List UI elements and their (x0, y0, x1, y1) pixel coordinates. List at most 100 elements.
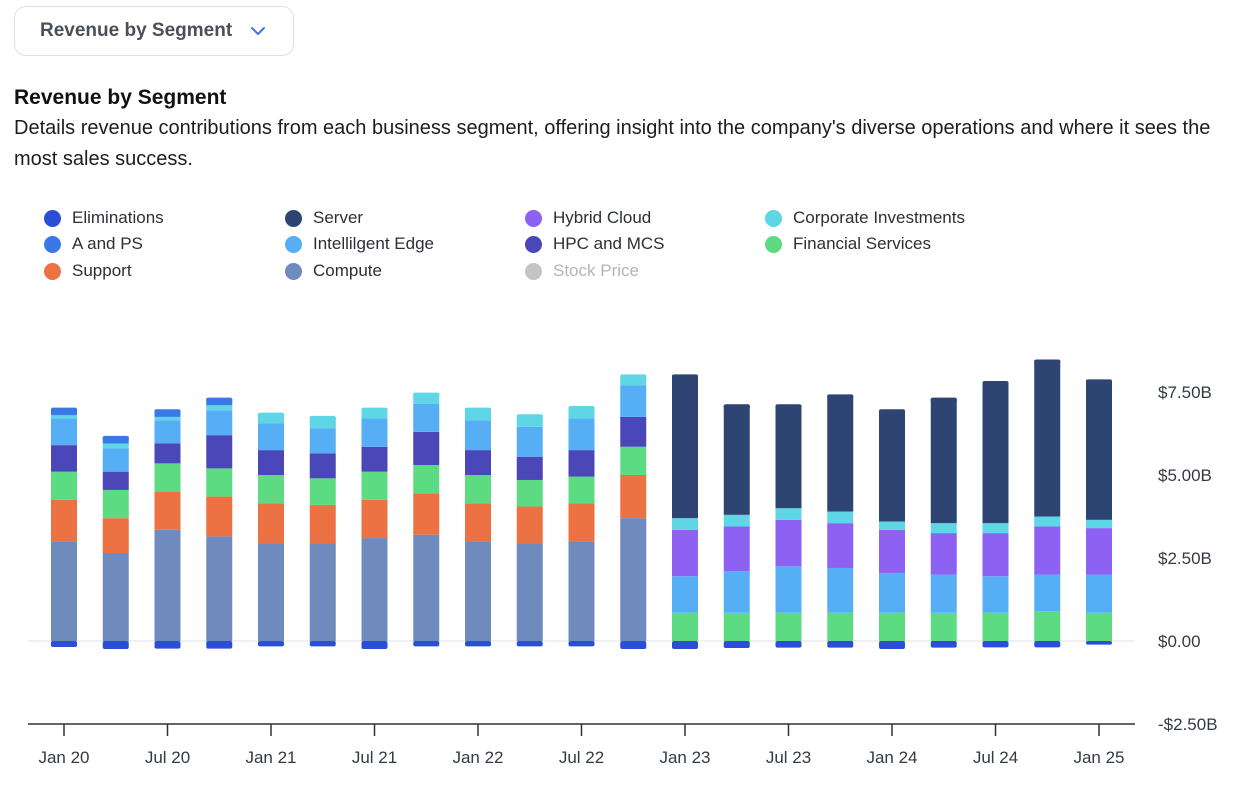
bar-segment-eliminations[interactable] (465, 641, 491, 647)
legend-item-stock-price[interactable]: Stock Price (525, 259, 639, 283)
bar-segment-compute[interactable] (361, 538, 388, 641)
bar-segment-intellilgent-edge[interactable] (413, 403, 440, 432)
bar-segment-eliminations[interactable] (620, 641, 647, 649)
bar-stack-apr-22[interactable] (516, 414, 543, 647)
bar-segment-server[interactable] (723, 405, 750, 515)
legend-item-corporate-investments[interactable]: Corporate Investments (765, 206, 965, 230)
bar-segment-financial-services[interactable] (672, 612, 698, 641)
bar-segment-support[interactable] (154, 491, 181, 530)
bar-segment-compute[interactable] (568, 541, 595, 641)
bar-segment-financial-services[interactable] (568, 476, 595, 504)
bar-segment-eliminations[interactable] (102, 641, 129, 649)
bar-stack-jul-21[interactable] (361, 407, 388, 649)
bar-stack-jul-23[interactable] (775, 404, 802, 648)
bar-segment-intellilgent-edge[interactable] (672, 576, 698, 613)
bar-segment-support[interactable] (51, 499, 77, 542)
bar-stack-jul-22[interactable] (568, 405, 595, 647)
bar-segment-financial-services[interactable] (982, 612, 1009, 641)
bar-segment-server[interactable] (1086, 380, 1112, 520)
bar-segment-financial-services[interactable] (723, 612, 750, 641)
legend-item-compute[interactable]: Compute (285, 259, 382, 283)
bar-segment-eliminations[interactable] (361, 641, 388, 649)
bar-segment-eliminations[interactable] (930, 641, 957, 648)
bar-segment-compute[interactable] (516, 543, 543, 641)
legend-item-intellilgent-edge[interactable]: Intellilgent Edge (285, 232, 434, 256)
bar-stack-oct-20[interactable] (206, 397, 233, 649)
bar-segment-financial-services[interactable] (465, 475, 491, 504)
bar-segment-compute[interactable] (102, 553, 129, 641)
bar-segment-corporate-investments[interactable] (154, 416, 181, 421)
bar-segment-server[interactable] (775, 405, 802, 509)
bar-segment-hpc-and-mcs[interactable] (206, 435, 233, 469)
bar-segment-eliminations[interactable] (827, 641, 854, 648)
bar-segment-corporate-investments[interactable] (1086, 519, 1112, 529)
bar-segment-eliminations[interactable] (516, 641, 543, 647)
legend-item-hybrid-cloud[interactable]: Hybrid Cloud (525, 206, 651, 230)
bar-segment-intellilgent-edge[interactable] (1034, 574, 1061, 612)
bar-stack-jan-22[interactable] (465, 407, 491, 647)
bar-segment-financial-services[interactable] (102, 489, 129, 519)
bar-stack-jan-20[interactable] (51, 407, 77, 647)
bar-segment-corporate-investments[interactable] (620, 375, 647, 386)
bar-stack-oct-22[interactable] (620, 374, 647, 649)
bar-segment-server[interactable] (1034, 360, 1061, 517)
bar-segment-support[interactable] (258, 503, 284, 544)
bar-segment-hybrid-cloud[interactable] (827, 523, 854, 568)
bar-segment-hybrid-cloud[interactable] (775, 519, 802, 567)
bar-segment-corporate-investments[interactable] (827, 511, 854, 524)
bar-stack-oct-24[interactable] (1034, 359, 1061, 648)
bar-segment-corporate-investments[interactable] (568, 406, 595, 419)
bar-segment-compute[interactable] (465, 541, 491, 641)
bar-segment-intellilgent-edge[interactable] (879, 572, 905, 613)
bar-segment-financial-services[interactable] (827, 612, 854, 641)
bar-segment-financial-services[interactable] (154, 463, 181, 492)
bar-segment-hpc-and-mcs[interactable] (51, 445, 77, 472)
bar-segment-support[interactable] (102, 518, 129, 554)
bar-segment-corporate-investments[interactable] (361, 408, 388, 419)
bar-segment-hybrid-cloud[interactable] (982, 533, 1009, 577)
bar-segment-compute[interactable] (206, 536, 233, 641)
bar-segment-hpc-and-mcs[interactable] (361, 446, 388, 472)
legend-item-financial-services[interactable]: Financial Services (765, 232, 931, 256)
legend-item-eliminations[interactable]: Eliminations (44, 206, 164, 230)
bar-segment-support[interactable] (361, 499, 388, 539)
bar-segment-server[interactable] (879, 410, 905, 522)
bar-segment-server[interactable] (827, 395, 854, 512)
bar-stack-apr-21[interactable] (309, 415, 336, 647)
bar-stack-jul-20[interactable] (154, 409, 181, 649)
bar-segment-financial-services[interactable] (620, 446, 647, 475)
bar-segment-corporate-investments[interactable] (309, 416, 336, 429)
bar-segment-compute[interactable] (309, 543, 336, 641)
bar-segment-intellilgent-edge[interactable] (465, 420, 491, 451)
bar-segment-intellilgent-edge[interactable] (620, 385, 647, 417)
bar-segment-corporate-investments[interactable] (413, 393, 440, 404)
bar-segment-support[interactable] (620, 475, 647, 519)
bar-segment-intellilgent-edge[interactable] (930, 574, 957, 613)
bar-segment-corporate-investments[interactable] (516, 415, 543, 427)
bar-segment-eliminations[interactable] (982, 641, 1009, 648)
bar-segment-eliminations[interactable] (1086, 641, 1112, 645)
bar-segment-intellilgent-edge[interactable] (309, 428, 336, 454)
bar-segment-corporate-investments[interactable] (879, 521, 905, 530)
bar-segment-hybrid-cloud[interactable] (1086, 528, 1112, 575)
bar-stack-jan-23[interactable] (672, 374, 698, 649)
bar-segment-corporate-investments[interactable] (1034, 516, 1061, 527)
bar-segment-intellilgent-edge[interactable] (258, 423, 284, 451)
bar-segment-eliminations[interactable] (568, 641, 595, 647)
bar-segment-intellilgent-edge[interactable] (982, 576, 1009, 613)
bar-segment-eliminations[interactable] (258, 641, 284, 647)
bar-stack-apr-23[interactable] (723, 404, 750, 648)
bar-segment-financial-services[interactable] (775, 612, 802, 641)
bar-segment-intellilgent-edge[interactable] (723, 571, 750, 613)
bar-segment-financial-services[interactable] (1034, 611, 1061, 641)
bar-segment-support[interactable] (516, 506, 543, 544)
legend-item-support[interactable]: Support (44, 259, 132, 283)
bar-segment-financial-services[interactable] (309, 478, 336, 505)
bar-segment-corporate-investments[interactable] (672, 518, 698, 530)
bar-segment-intellilgent-edge[interactable] (154, 420, 181, 444)
bar-segment-hpc-and-mcs[interactable] (309, 453, 336, 479)
bar-segment-server[interactable] (672, 375, 698, 519)
bar-segment-corporate-investments[interactable] (102, 443, 129, 449)
bar-segment-financial-services[interactable] (258, 475, 284, 504)
bar-segment-eliminations[interactable] (413, 641, 440, 647)
